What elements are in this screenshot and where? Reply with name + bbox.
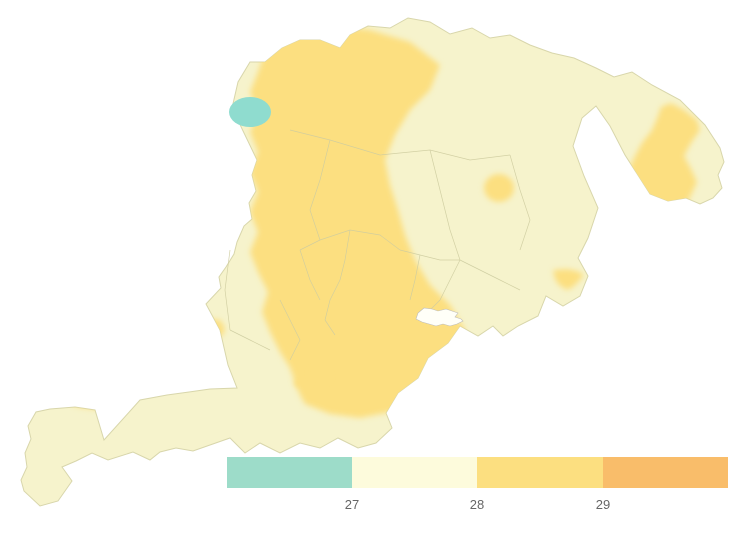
- svg-text:28: 28: [470, 497, 484, 512]
- svg-text:27: 27: [345, 497, 359, 512]
- svg-text:29: 29: [596, 497, 610, 512]
